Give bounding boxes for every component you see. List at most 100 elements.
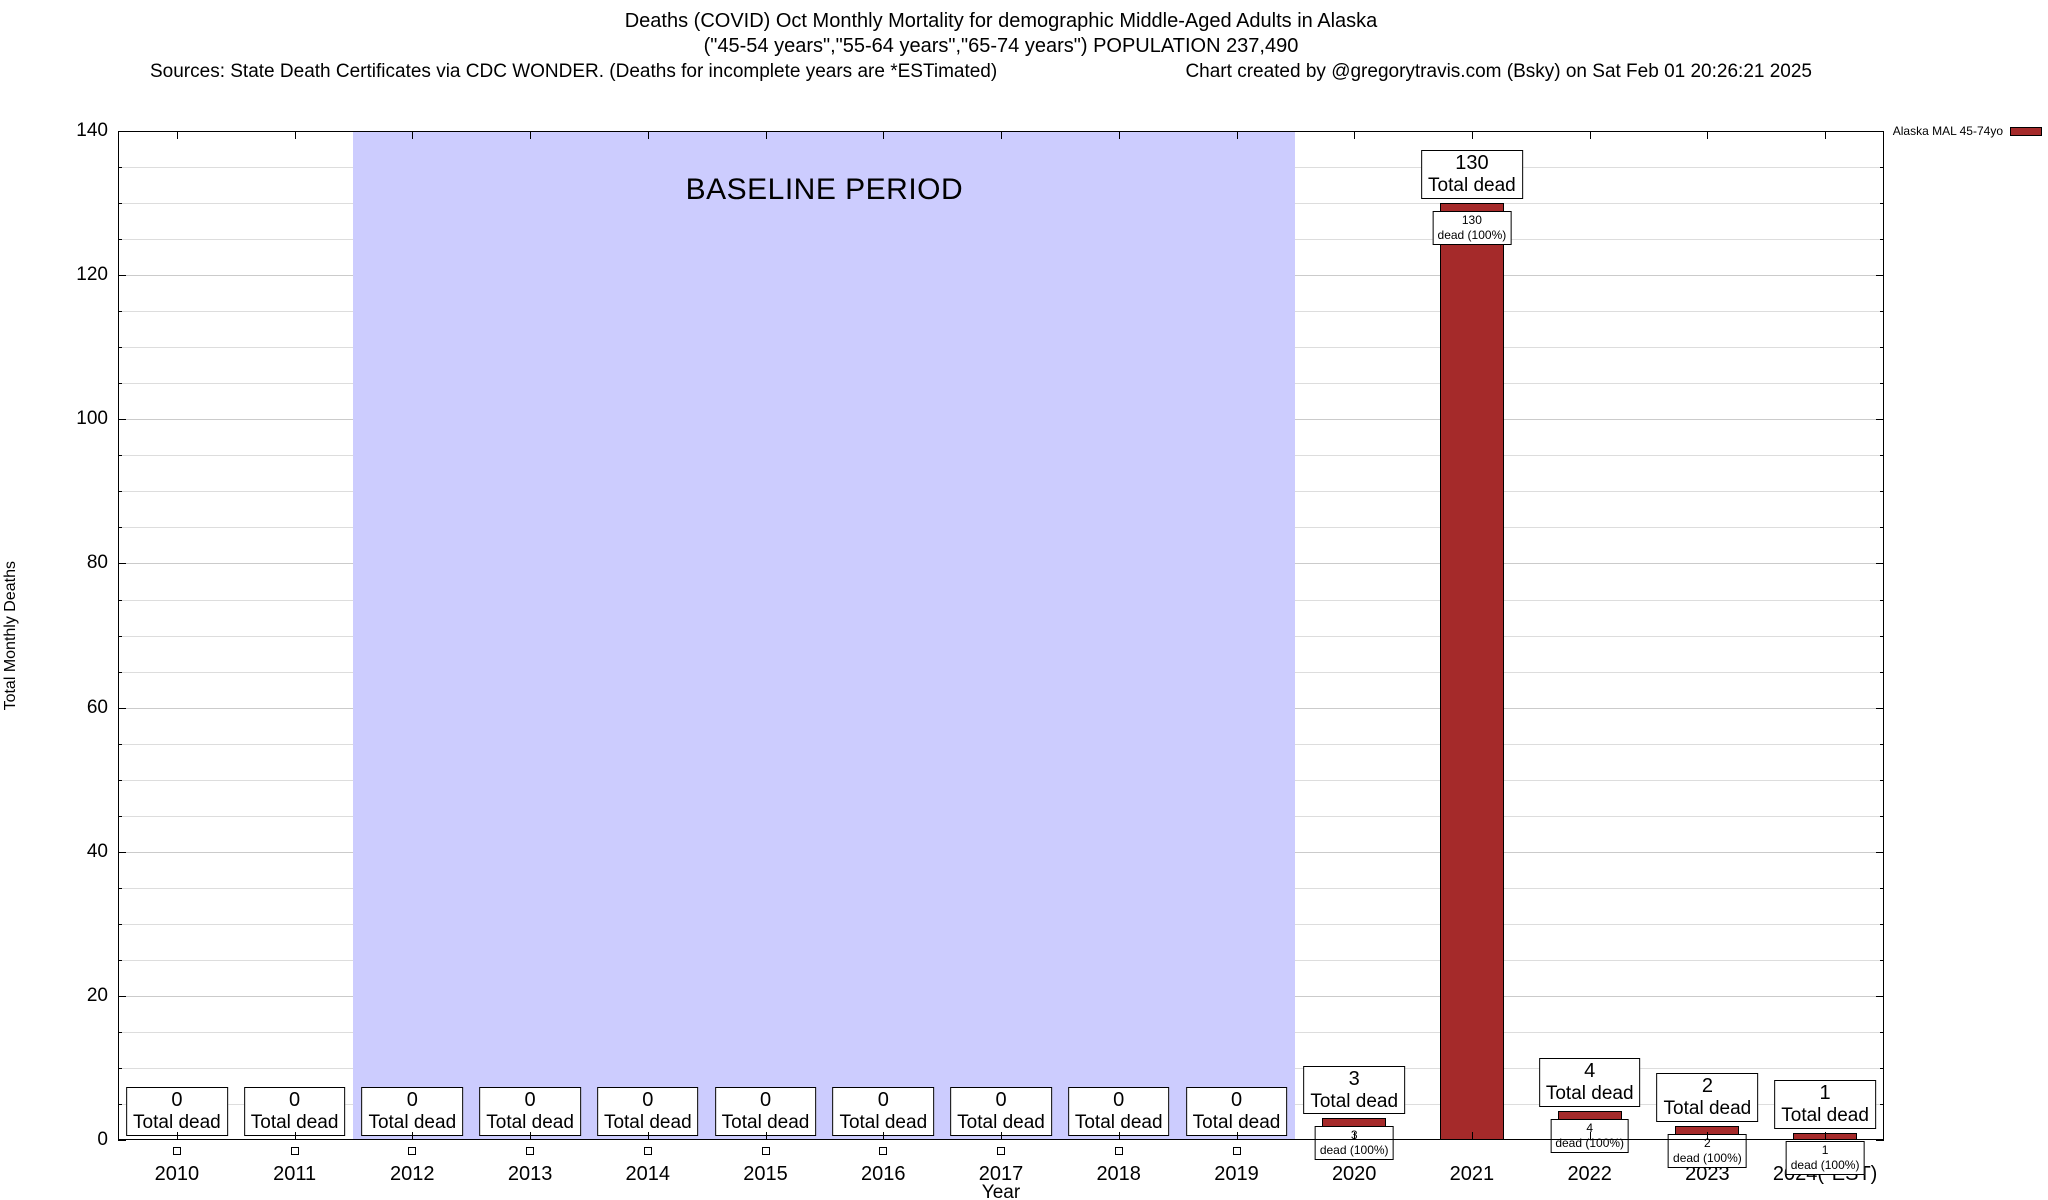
- y-minor-tick: [118, 311, 122, 313]
- x-tick: [1589, 131, 1591, 139]
- y-minor-tick: [118, 959, 122, 961]
- y-tick-label: 120: [76, 264, 108, 286]
- x-tick-label-2011: 2011: [273, 1163, 317, 1185]
- x-tick: [1707, 131, 1709, 139]
- y-minor-tick: [118, 887, 122, 889]
- y-minor-tick: [118, 167, 122, 168]
- x-tick: [1001, 131, 1002, 139]
- x-tick: [1118, 1132, 1120, 1140]
- x-tick: [647, 1132, 649, 1140]
- x-tick-label-2013: 2013: [507, 1163, 553, 1185]
- baseline-label: BASELINE PERIOD: [685, 173, 964, 206]
- y-tick-label: 60: [86, 696, 108, 718]
- dead-pct-text: dead (100%): [1319, 1143, 1389, 1158]
- x-tick: [1825, 1132, 1827, 1140]
- total-dead-label-2020: 3 Total dead: [1303, 1065, 1406, 1115]
- x-tick: [765, 131, 767, 139]
- y-minor-tick: [118, 347, 122, 349]
- total-dead-value: 0: [524, 1089, 536, 1112]
- y-minor-tick: [1880, 239, 1884, 241]
- zero-marker-2013: [526, 1147, 535, 1155]
- zero-marker-2016: [879, 1147, 888, 1155]
- y-axis-title: Total Monthly Deaths: [2, 560, 19, 711]
- total-dead-label-2012: 0 Total dead: [361, 1087, 464, 1136]
- y-minor-tick: [118, 599, 122, 601]
- y-tick: [118, 995, 126, 997]
- y-minor-tick: [1880, 959, 1884, 961]
- total-dead-value: 0: [1113, 1089, 1125, 1112]
- x-tick: [1236, 1132, 1238, 1140]
- x-tick: [1236, 131, 1238, 139]
- y-minor-tick: [1880, 311, 1884, 313]
- y-tick: [118, 851, 126, 853]
- bar-2021: [1439, 203, 1504, 1140]
- total-dead-value: 0: [1230, 1089, 1243, 1112]
- x-tick: [1589, 1132, 1591, 1140]
- x-tick: [530, 1132, 532, 1140]
- total-dead-text: Total dead: [486, 1112, 574, 1134]
- y-tick: [118, 131, 126, 132]
- x-tick: [1471, 131, 1473, 139]
- y-minor-tick: [118, 203, 122, 205]
- x-tick-label-2019: 2019: [1214, 1163, 1259, 1185]
- total-dead-label-2022: 4 Total dead: [1538, 1058, 1641, 1108]
- zero-marker-2012: [408, 1147, 417, 1155]
- x-tick: [1471, 1132, 1473, 1140]
- total-dead-text: Total dead: [957, 1112, 1045, 1134]
- total-dead-value: 130: [1455, 152, 1489, 175]
- x-tick: [1001, 1132, 1002, 1140]
- zero-marker-2014: [643, 1147, 652, 1155]
- x-tick-label-2014: 2014: [625, 1163, 671, 1185]
- x-tick-label-2021: 2021: [1449, 1163, 1495, 1185]
- x-tick: [530, 131, 532, 139]
- plot-area: BASELINE PERIOD 0 Total dead 0 Total dead 0 To…: [118, 131, 1884, 1175]
- y-minor-tick: [1880, 1067, 1884, 1069]
- x-tick: [883, 1132, 885, 1140]
- x-tick-label-2012: 2012: [390, 1163, 435, 1185]
- total-dead-value: 0: [171, 1089, 183, 1112]
- y-tick-label: 0: [97, 1129, 108, 1150]
- y-tick: [1876, 851, 1884, 853]
- y-minor-tick: [118, 923, 122, 925]
- y-minor-tick: [118, 1031, 122, 1033]
- total-dead-label-2024(*EST): 1 Total dead: [1774, 1079, 1876, 1129]
- y-minor-tick: [118, 779, 122, 781]
- y-minor-tick: [1880, 203, 1884, 205]
- legend: Alaska MAL 45-74yo: [1893, 124, 2042, 138]
- y-tick: [1876, 563, 1884, 565]
- y-minor-tick: [1880, 383, 1884, 385]
- y-minor-tick: [118, 383, 122, 385]
- x-tick: [1825, 131, 1827, 139]
- y-minor-tick: [118, 1104, 122, 1105]
- zero-marker-2017: [997, 1147, 1005, 1155]
- x-tick-label-2022: 2022: [1567, 1163, 1612, 1185]
- dead-pct-label-2021: 130 dead (100%): [1432, 211, 1512, 246]
- x-tick: [294, 1132, 296, 1140]
- y-minor-tick: [1880, 779, 1884, 781]
- chart-sources: Sources: State Death Certificates via CD…: [150, 61, 998, 82]
- x-tick: [1354, 1132, 1356, 1140]
- y-minor-tick: [118, 671, 122, 673]
- total-dead-text: Total dead: [1781, 1104, 1869, 1126]
- total-dead-text: Total dead: [1663, 1097, 1752, 1119]
- y-minor-tick: [1880, 599, 1884, 601]
- dead-pct-text: dead (100%): [1437, 228, 1507, 243]
- y-minor-tick: [1880, 923, 1884, 925]
- x-tick-label-2018: 2018: [1096, 1163, 1141, 1185]
- y-tick: [1876, 419, 1884, 421]
- total-dead-value: 0: [406, 1089, 418, 1112]
- y-minor-tick: [1880, 671, 1884, 673]
- total-dead-label-2023: 2 Total dead: [1656, 1072, 1759, 1122]
- x-tick: [765, 1132, 767, 1140]
- total-dead-text: Total dead: [368, 1112, 457, 1134]
- zero-marker-2015: [761, 1147, 770, 1155]
- y-minor-tick: [1880, 1104, 1884, 1105]
- dead-pct-value: 130: [1461, 213, 1482, 228]
- y-tick: [118, 707, 126, 709]
- y-minor-tick: [1880, 815, 1884, 817]
- zero-marker-2010: [172, 1147, 181, 1155]
- y-tick: [1876, 131, 1884, 132]
- zero-marker-2018: [1114, 1147, 1123, 1155]
- total-dead-label-2018: 0 Total dead: [1067, 1087, 1170, 1136]
- total-dead-value: 0: [642, 1089, 654, 1112]
